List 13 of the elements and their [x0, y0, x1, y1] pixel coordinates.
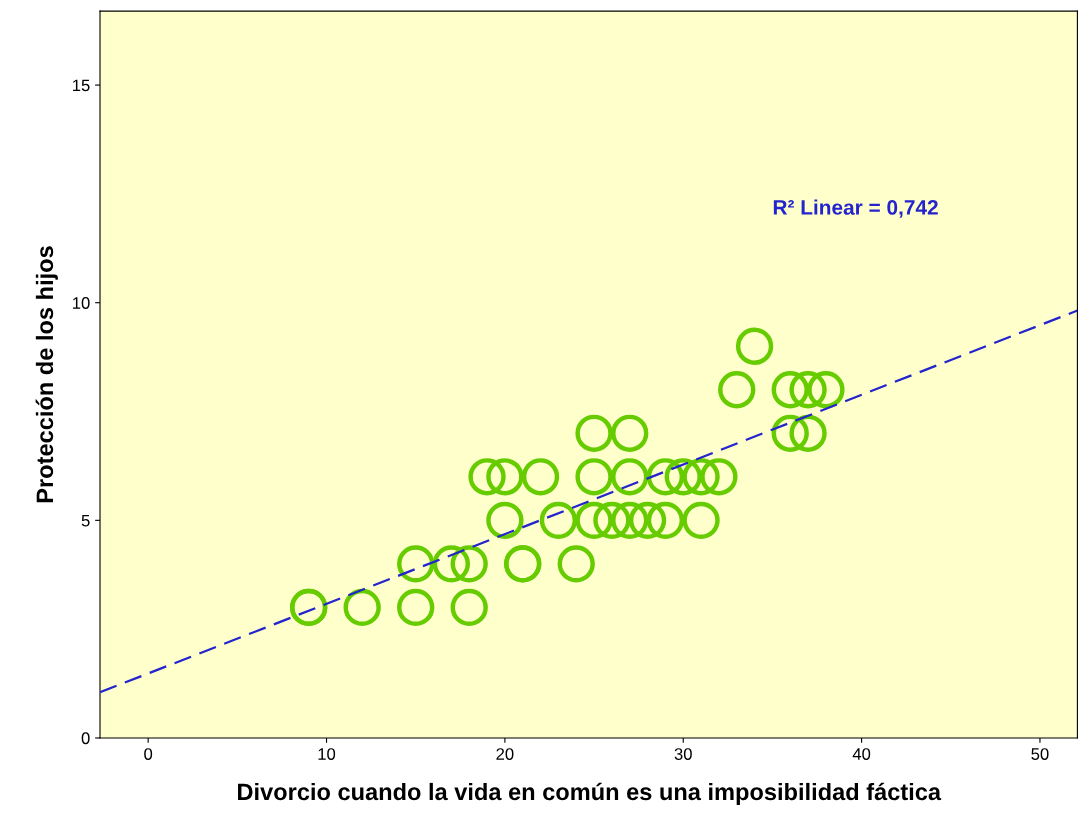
y-axis-title: Protección de los hijos	[35, 246, 58, 503]
y-tick-label: 5	[81, 514, 90, 527]
annotation: R² Linear = 0,742	[773, 199, 938, 218]
x-tick-label: 40	[852, 748, 871, 760]
x-tick-label: 20	[496, 748, 514, 760]
x-tick-label: 0	[144, 748, 153, 760]
x-tick-label: 30	[674, 748, 692, 760]
x-tick-label: 50	[1031, 748, 1049, 760]
y-tick-label: 10	[73, 297, 90, 309]
x-tick-label: 10	[318, 748, 336, 760]
y-tick-label: 15	[73, 79, 90, 92]
y-tick-label: 0	[81, 732, 90, 745]
x-axis-title: Divorcio cuando la vida en común es una imposibilidad fáctica	[238, 782, 942, 805]
